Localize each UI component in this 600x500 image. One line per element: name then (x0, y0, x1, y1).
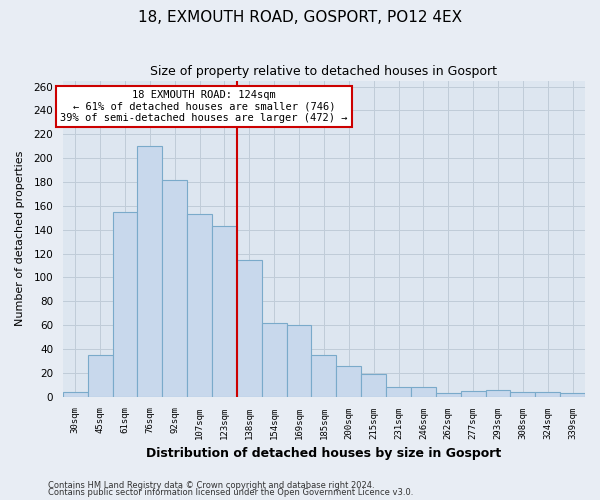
Bar (162, 180, 187, 396)
Bar (237, 260, 262, 396)
Bar (461, 390, 485, 396)
X-axis label: Distribution of detached houses by size in Gosport: Distribution of detached houses by size … (146, 447, 502, 460)
Title: Size of property relative to detached houses in Gosport: Size of property relative to detached ho… (151, 65, 497, 78)
Bar (411, 387, 436, 396)
Bar (511, 392, 535, 396)
Bar (113, 212, 137, 396)
Bar (137, 146, 162, 397)
Bar (361, 374, 386, 396)
Bar (262, 322, 287, 396)
Bar (88, 355, 113, 397)
Bar (560, 393, 585, 396)
Text: 18 EXMOUTH ROAD: 124sqm
← 61% of detached houses are smaller (746)
39% of semi-d: 18 EXMOUTH ROAD: 124sqm ← 61% of detache… (60, 90, 347, 123)
Bar (337, 366, 361, 396)
Bar (386, 387, 411, 396)
Text: Contains public sector information licensed under the Open Government Licence v3: Contains public sector information licen… (48, 488, 413, 497)
Text: 18, EXMOUTH ROAD, GOSPORT, PO12 4EX: 18, EXMOUTH ROAD, GOSPORT, PO12 4EX (138, 10, 462, 25)
Bar (485, 390, 511, 396)
Bar (436, 393, 461, 396)
Bar (535, 392, 560, 396)
Bar (287, 325, 311, 396)
Y-axis label: Number of detached properties: Number of detached properties (15, 151, 25, 326)
Bar (187, 214, 212, 396)
Text: Contains HM Land Registry data © Crown copyright and database right 2024.: Contains HM Land Registry data © Crown c… (48, 480, 374, 490)
Bar (212, 226, 237, 396)
Bar (311, 355, 337, 397)
Bar (63, 392, 88, 396)
